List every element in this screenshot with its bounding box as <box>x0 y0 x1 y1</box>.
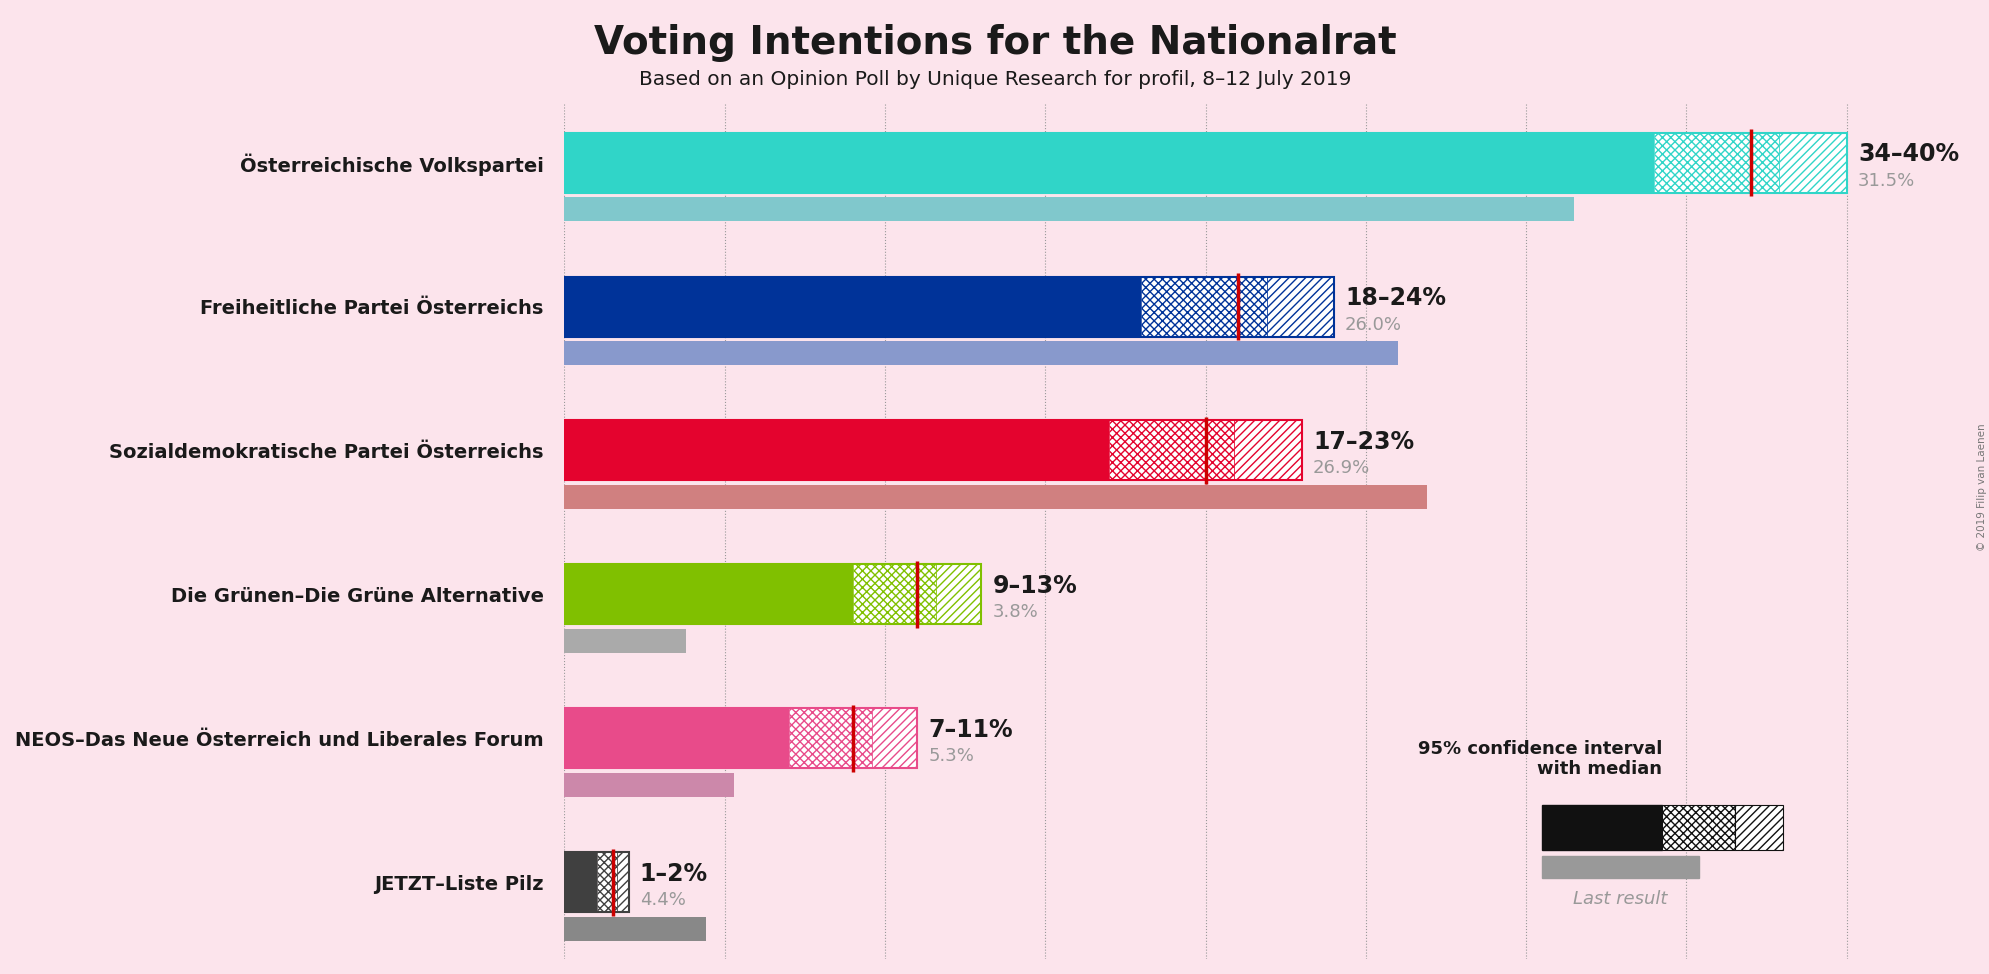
Bar <box>565 341 1396 365</box>
Text: 1–2%: 1–2% <box>640 862 708 885</box>
Text: Based on an Opinion Poll by Unique Research for profil, 8–12 July 2019: Based on an Opinion Poll by Unique Resea… <box>638 70 1351 90</box>
Bar <box>1661 805 1734 850</box>
Bar <box>1110 421 1233 480</box>
Bar <box>565 421 1110 480</box>
Text: 5.3%: 5.3% <box>927 747 975 766</box>
Text: 95% confidence interval
with median: 95% confidence interval with median <box>1418 739 1661 778</box>
Bar <box>565 277 1142 337</box>
Text: 18–24%: 18–24% <box>1345 286 1446 310</box>
Text: 3.8%: 3.8% <box>993 603 1038 621</box>
Bar <box>1653 132 1778 193</box>
Text: 31.5%: 31.5% <box>1858 171 1913 190</box>
Bar <box>1265 277 1333 337</box>
Bar <box>565 918 706 941</box>
Text: 7–11%: 7–11% <box>927 718 1012 742</box>
Bar <box>565 564 853 624</box>
Bar <box>1233 421 1301 480</box>
Bar <box>565 852 597 913</box>
Bar <box>565 277 1333 337</box>
Bar <box>565 132 1653 193</box>
Bar <box>853 564 937 624</box>
Bar <box>937 564 981 624</box>
Bar <box>565 421 1301 480</box>
Bar <box>1778 132 1846 193</box>
Text: 26.0%: 26.0% <box>1345 316 1402 333</box>
Text: 4.4%: 4.4% <box>640 891 686 910</box>
Bar <box>565 708 917 768</box>
Text: 17–23%: 17–23% <box>1313 431 1414 454</box>
Bar <box>788 708 871 768</box>
Bar <box>597 852 617 913</box>
Bar <box>1541 856 1699 878</box>
Bar <box>565 629 686 654</box>
Bar <box>871 708 917 768</box>
Text: Voting Intentions for the Nationalrat: Voting Intentions for the Nationalrat <box>593 24 1396 62</box>
Bar <box>1142 277 1265 337</box>
Bar <box>1734 805 1782 850</box>
Bar <box>565 564 981 624</box>
Bar <box>565 485 1426 509</box>
Bar <box>617 852 629 913</box>
Text: Last result: Last result <box>1573 890 1667 908</box>
Bar <box>565 708 788 768</box>
Bar <box>565 852 629 913</box>
Bar <box>565 773 734 797</box>
Bar <box>565 132 1846 193</box>
Bar <box>1541 805 1661 850</box>
Text: 34–40%: 34–40% <box>1858 142 1957 167</box>
Text: © 2019 Filip van Laenen: © 2019 Filip van Laenen <box>1975 423 1985 551</box>
Bar <box>565 198 1573 221</box>
Text: 9–13%: 9–13% <box>993 574 1076 598</box>
Text: 26.9%: 26.9% <box>1313 460 1370 477</box>
